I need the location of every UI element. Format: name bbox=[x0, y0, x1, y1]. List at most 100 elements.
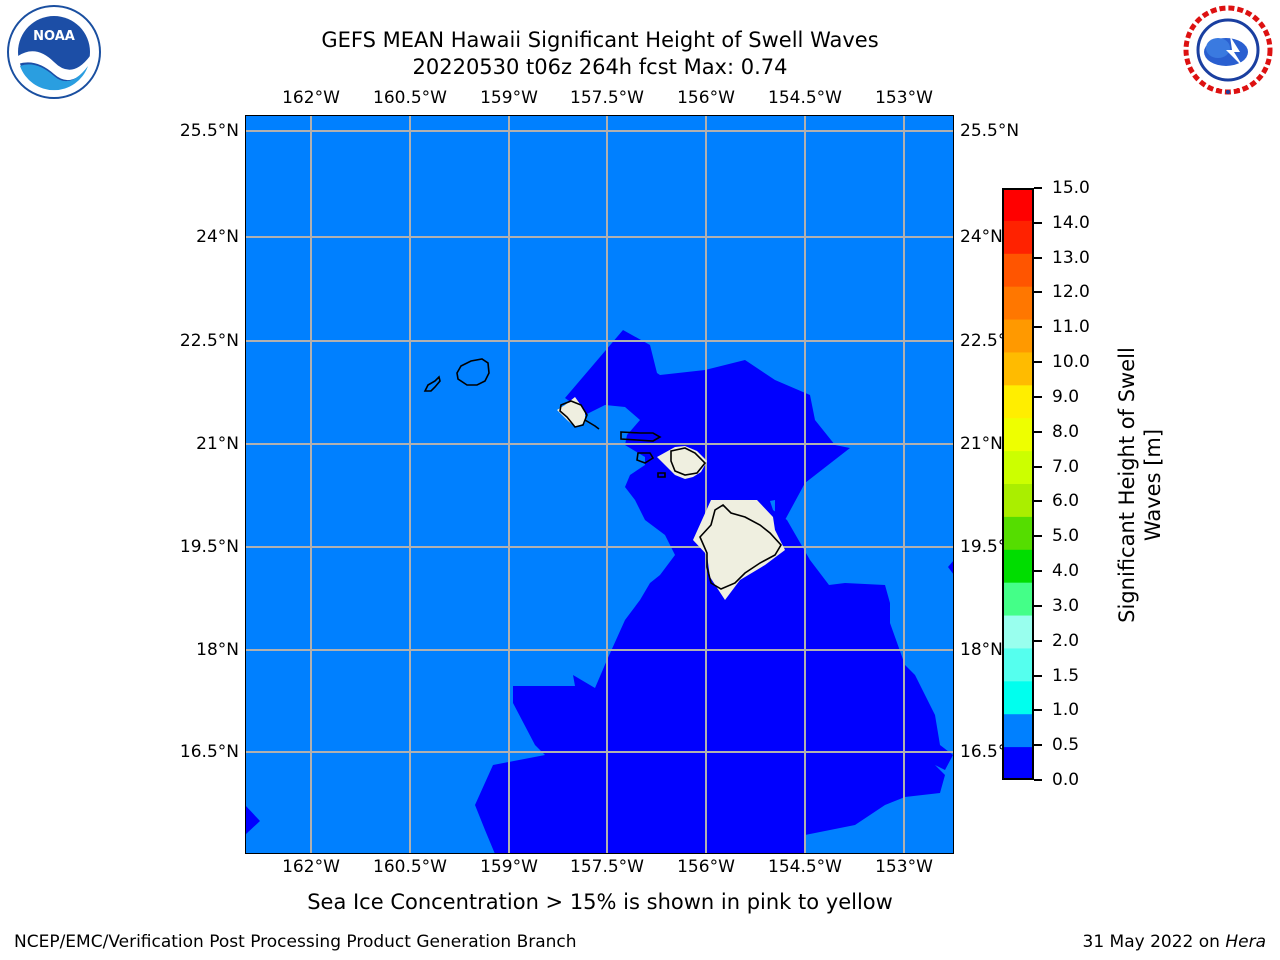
colorbar-tick-label: 3.0 bbox=[1052, 595, 1080, 616]
colorbar-tick-mark bbox=[1034, 465, 1042, 468]
colorbar-tick-mark bbox=[1034, 500, 1042, 503]
colorbar-tick-mark bbox=[1034, 570, 1042, 573]
lat-tick-label: 21°N bbox=[960, 434, 1003, 454]
colorbar-bin bbox=[1002, 451, 1034, 485]
colorbar-tick-label: 0.5 bbox=[1052, 735, 1080, 756]
island-kahoolawe bbox=[657, 472, 666, 478]
colorbar-bin bbox=[1002, 319, 1034, 353]
footer-right: 31 May 2022 on Hera bbox=[1083, 932, 1267, 952]
island-molokai bbox=[620, 431, 662, 442]
lat-tick-label: 18°N bbox=[196, 640, 239, 660]
colorbar-tick-label: 4.0 bbox=[1052, 561, 1080, 582]
colorbar-tick-label: 9.0 bbox=[1052, 386, 1080, 407]
colorbar-bin bbox=[1002, 418, 1034, 452]
map-title: GEFS MEAN Hawaii Significant Height of S… bbox=[321, 28, 879, 52]
colorbar-tick-label: 11.0 bbox=[1052, 317, 1090, 338]
island-oahu bbox=[559, 400, 588, 428]
colorbar-tick-mark bbox=[1034, 709, 1042, 712]
colorbar-tick-mark bbox=[1034, 187, 1042, 189]
noaa-logo: NOAA bbox=[6, 4, 102, 100]
lon-tick-label: 153°W bbox=[875, 88, 933, 108]
maui-land-fill bbox=[657, 446, 707, 479]
footer-date: 31 May 2022 on bbox=[1082, 932, 1226, 952]
noaa-logo-text: NOAA bbox=[33, 29, 75, 44]
lon-tick-label: 157.5°W bbox=[570, 88, 644, 108]
low-swell-edge bbox=[948, 560, 954, 575]
graticule bbox=[245, 115, 954, 854]
colorbar-tick-label: 1.5 bbox=[1052, 665, 1080, 686]
island-kauai bbox=[456, 358, 490, 386]
colorbar-bin bbox=[1002, 352, 1034, 386]
colorbar-bin bbox=[1002, 615, 1034, 649]
oahu-coast bbox=[584, 419, 600, 430]
colorbar-tick-mark bbox=[1034, 779, 1042, 781]
lon-tick-label: 160.5°W bbox=[373, 857, 447, 877]
lon-tick-label: 154.5°W bbox=[768, 857, 842, 877]
colorbar-tick-label: 10.0 bbox=[1052, 352, 1090, 373]
colorbar-bin bbox=[1002, 286, 1034, 321]
low-swell-area bbox=[475, 330, 953, 854]
colorbar-bin bbox=[1002, 385, 1034, 419]
lat-tick-label: 22.5°N bbox=[179, 331, 239, 351]
colorbar-tick-label: 6.0 bbox=[1052, 491, 1080, 512]
lon-tick-label: 162°W bbox=[282, 857, 340, 877]
low-swell-corner bbox=[245, 805, 260, 835]
colorbar-tick-mark bbox=[1034, 604, 1042, 607]
islands bbox=[423, 358, 785, 600]
colorbar-tick-mark bbox=[1034, 326, 1042, 329]
footer-host: Hera bbox=[1225, 932, 1266, 952]
colorbar-tick-mark bbox=[1034, 256, 1042, 259]
map-frame bbox=[245, 115, 954, 854]
lat-tick-label: 24°N bbox=[960, 227, 1003, 247]
lon-tick-label: 156°W bbox=[677, 857, 735, 877]
lat-tick-label: 19.5°N bbox=[179, 537, 239, 557]
colorbar-bin bbox=[1002, 253, 1034, 288]
colorbar-tick-label: 5.0 bbox=[1052, 526, 1080, 547]
colorbar-tick-mark bbox=[1034, 430, 1042, 433]
lat-tick-label: 24°N bbox=[196, 227, 239, 247]
colorbar-bin bbox=[1002, 747, 1034, 780]
map-subtitle: 20220530 t06z 264h fcst Max: 0.74 bbox=[412, 55, 788, 79]
colorbar-tick-mark bbox=[1034, 639, 1042, 642]
colorbar-tick-label: 0.0 bbox=[1052, 770, 1080, 790]
colorbar-bin bbox=[1002, 648, 1034, 682]
lat-tick-label: 18°N bbox=[960, 640, 1003, 660]
island-niihau bbox=[423, 375, 441, 392]
colorbar-tick-mark bbox=[1034, 535, 1042, 538]
colorbar-tick-label: 13.0 bbox=[1052, 247, 1090, 268]
footer-left: NCEP/EMC/Verification Post Processing Pr… bbox=[14, 932, 577, 952]
colorbar-bin bbox=[1002, 188, 1034, 222]
lon-tick-label: 162°W bbox=[282, 88, 340, 108]
colorbar-tick-label: 12.0 bbox=[1052, 282, 1090, 303]
colorbar-border bbox=[1002, 188, 1034, 780]
colorbar-tick-label: 14.0 bbox=[1052, 212, 1090, 233]
lat-tick-label: 25.5°N bbox=[960, 121, 1020, 141]
colorbar-tick-mark bbox=[1034, 291, 1042, 294]
national-weather-service-logo bbox=[1180, 2, 1276, 98]
colorbar-bin bbox=[1002, 582, 1034, 617]
hawaii-land-fill bbox=[693, 500, 785, 600]
colorbar-tick-mark bbox=[1034, 221, 1042, 224]
lon-tick-label: 157.5°W bbox=[570, 857, 644, 877]
colorbar-bin bbox=[1002, 549, 1034, 584]
colorbar-tick-label: 15.0 bbox=[1052, 178, 1090, 198]
colorbar-tick-label: 2.0 bbox=[1052, 630, 1080, 651]
sea-ice-note: Sea Ice Concentration > 15% is shown in … bbox=[307, 890, 893, 914]
lon-tick-label: 154.5°W bbox=[768, 88, 842, 108]
colorbar-tick-label: 8.0 bbox=[1052, 421, 1080, 442]
colorbar-tick-mark bbox=[1034, 361, 1042, 364]
island-maui bbox=[670, 447, 707, 476]
island-lanai bbox=[636, 452, 655, 464]
colorbar-label-line1: Significant Height of Swell bbox=[1115, 347, 1139, 623]
colorbar-tick-mark bbox=[1034, 395, 1042, 398]
island-hawaii bbox=[699, 503, 782, 590]
lon-tick-label: 159°W bbox=[480, 857, 538, 877]
colorbar-tick-label: 7.0 bbox=[1052, 456, 1080, 477]
colorbar-bin bbox=[1002, 714, 1034, 748]
colorbar-bin bbox=[1002, 516, 1034, 551]
low-swell-band bbox=[245, 330, 954, 854]
lon-tick-label: 160.5°W bbox=[373, 88, 447, 108]
lat-tick-label: 25.5°N bbox=[179, 121, 239, 141]
colorbar-bin bbox=[1002, 220, 1034, 255]
lon-tick-label: 159°W bbox=[480, 88, 538, 108]
